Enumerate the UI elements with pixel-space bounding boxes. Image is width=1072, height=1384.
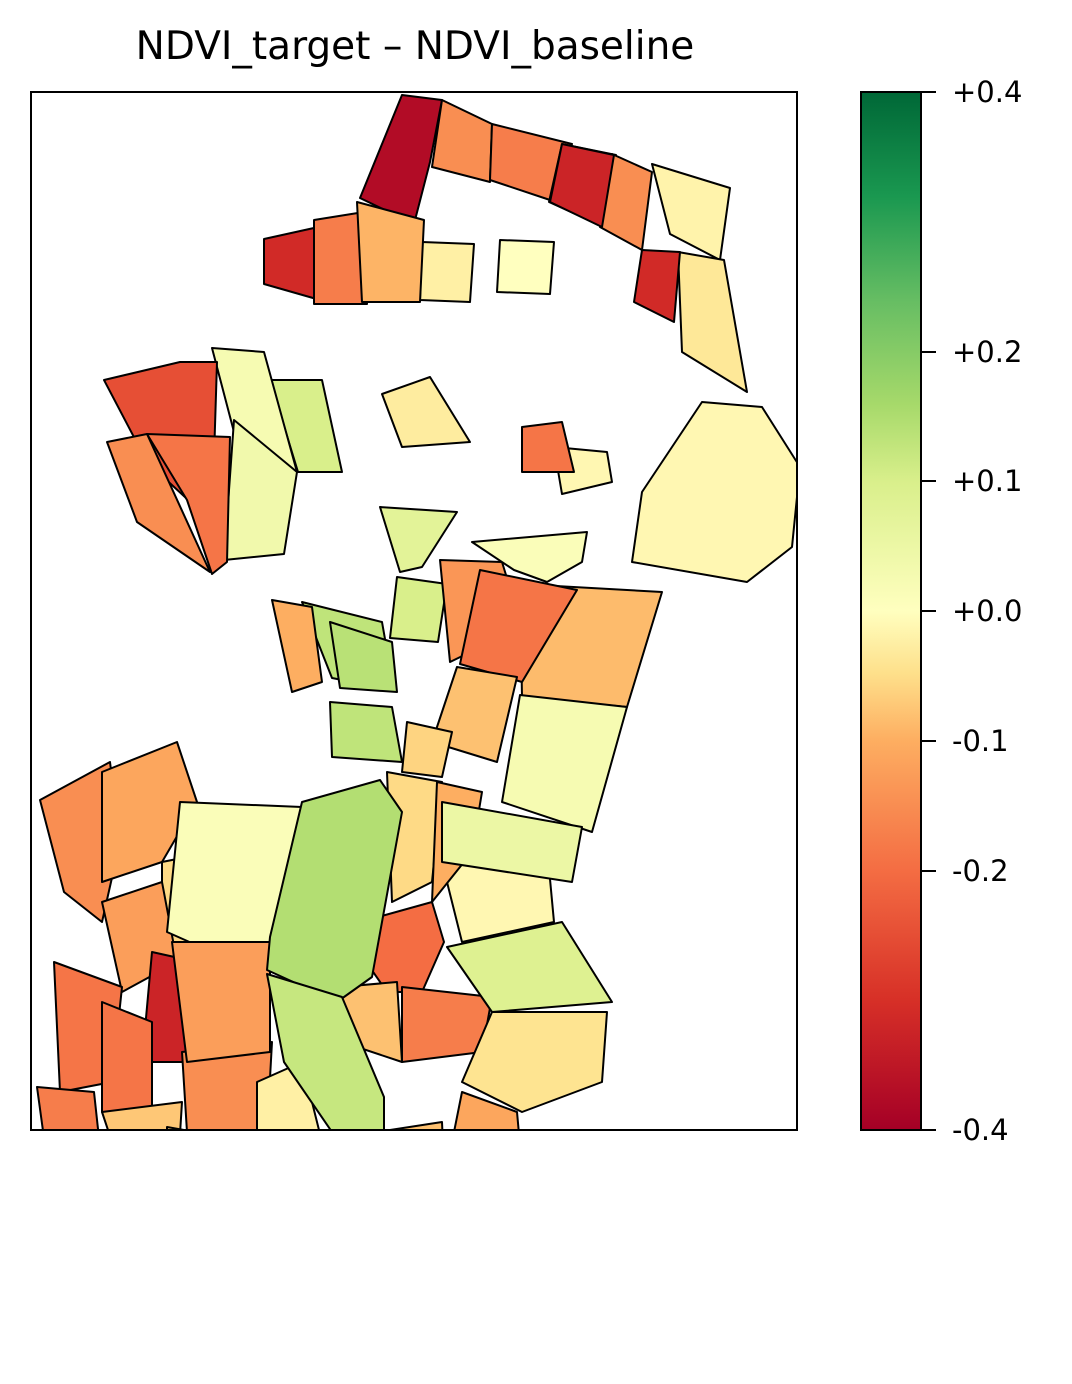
map-region-r29 — [501, 694, 628, 833]
map-region-r58 — [441, 801, 583, 883]
map-region-r9 — [496, 239, 555, 295]
map-region-r18 — [677, 251, 748, 393]
colorbar-tick — [922, 350, 936, 353]
map-region-r45 — [166, 1126, 185, 1129]
map-region-r53 — [453, 1091, 520, 1129]
map-region-r63 — [266, 973, 385, 1129]
map-region-r38 — [36, 1086, 100, 1129]
map-region-r52 — [461, 1011, 608, 1113]
map-region-r16 — [379, 506, 458, 573]
map-region-r62 — [266, 779, 403, 1003]
map-region-r28 — [401, 721, 453, 778]
colorbar-tick-label: +0.1 — [952, 464, 1023, 499]
map-region-r23 — [471, 531, 588, 583]
map-region-r26 — [459, 569, 578, 683]
colorbar-tick-label: -0.1 — [952, 723, 1009, 758]
map-region-r31 — [106, 433, 211, 573]
map-region-r2 — [431, 99, 493, 183]
choropleth-map — [36, 94, 796, 1129]
colorbar-tick — [922, 91, 936, 93]
colorbar-tick — [922, 1129, 936, 1131]
map-region-r10 — [419, 241, 475, 303]
map-region-r27 — [431, 666, 518, 763]
colorbar-tick-label: +0.4 — [952, 75, 1023, 109]
colorbar-tick-label: +0.0 — [952, 594, 1023, 628]
colorbar-tick — [922, 610, 936, 612]
map-frame — [30, 91, 798, 1131]
map-region-r30 — [146, 433, 231, 575]
map-region-r39 — [101, 1001, 153, 1113]
map-region-r65 — [271, 599, 323, 693]
colorbar-tick — [922, 739, 936, 742]
map-region-r64 — [329, 621, 398, 693]
map-region-r8 — [313, 211, 368, 305]
map-region-r6 — [651, 163, 731, 261]
map-region-r54 — [389, 1121, 444, 1129]
map-region-r43 — [171, 941, 271, 1063]
colorbar-tick-label: -0.4 — [952, 1113, 1009, 1147]
map-region-r56 — [549, 143, 615, 228]
map-region-r19 — [389, 576, 448, 643]
map-region-r11 — [356, 201, 425, 303]
map-region-r14 — [381, 376, 471, 448]
map-region-r57 — [633, 249, 681, 323]
map-region-r32 — [39, 761, 121, 923]
map-region-r25 — [329, 701, 403, 763]
colorbar-tick-label: +0.2 — [952, 334, 1023, 369]
colorbar-tick — [922, 869, 936, 872]
colorbar-tick — [922, 480, 936, 483]
colorbar-tick-label: -0.2 — [952, 853, 1009, 888]
map-region-r20 — [631, 401, 796, 583]
map-title: NDVI_target – NDVI_baseline — [135, 24, 695, 69]
map-region-r42 — [101, 1101, 183, 1129]
map-region-r67 — [521, 421, 575, 473]
map-region-r1 — [359, 94, 443, 225]
colorbar — [860, 91, 922, 1131]
map-region-r61 — [446, 921, 613, 1013]
